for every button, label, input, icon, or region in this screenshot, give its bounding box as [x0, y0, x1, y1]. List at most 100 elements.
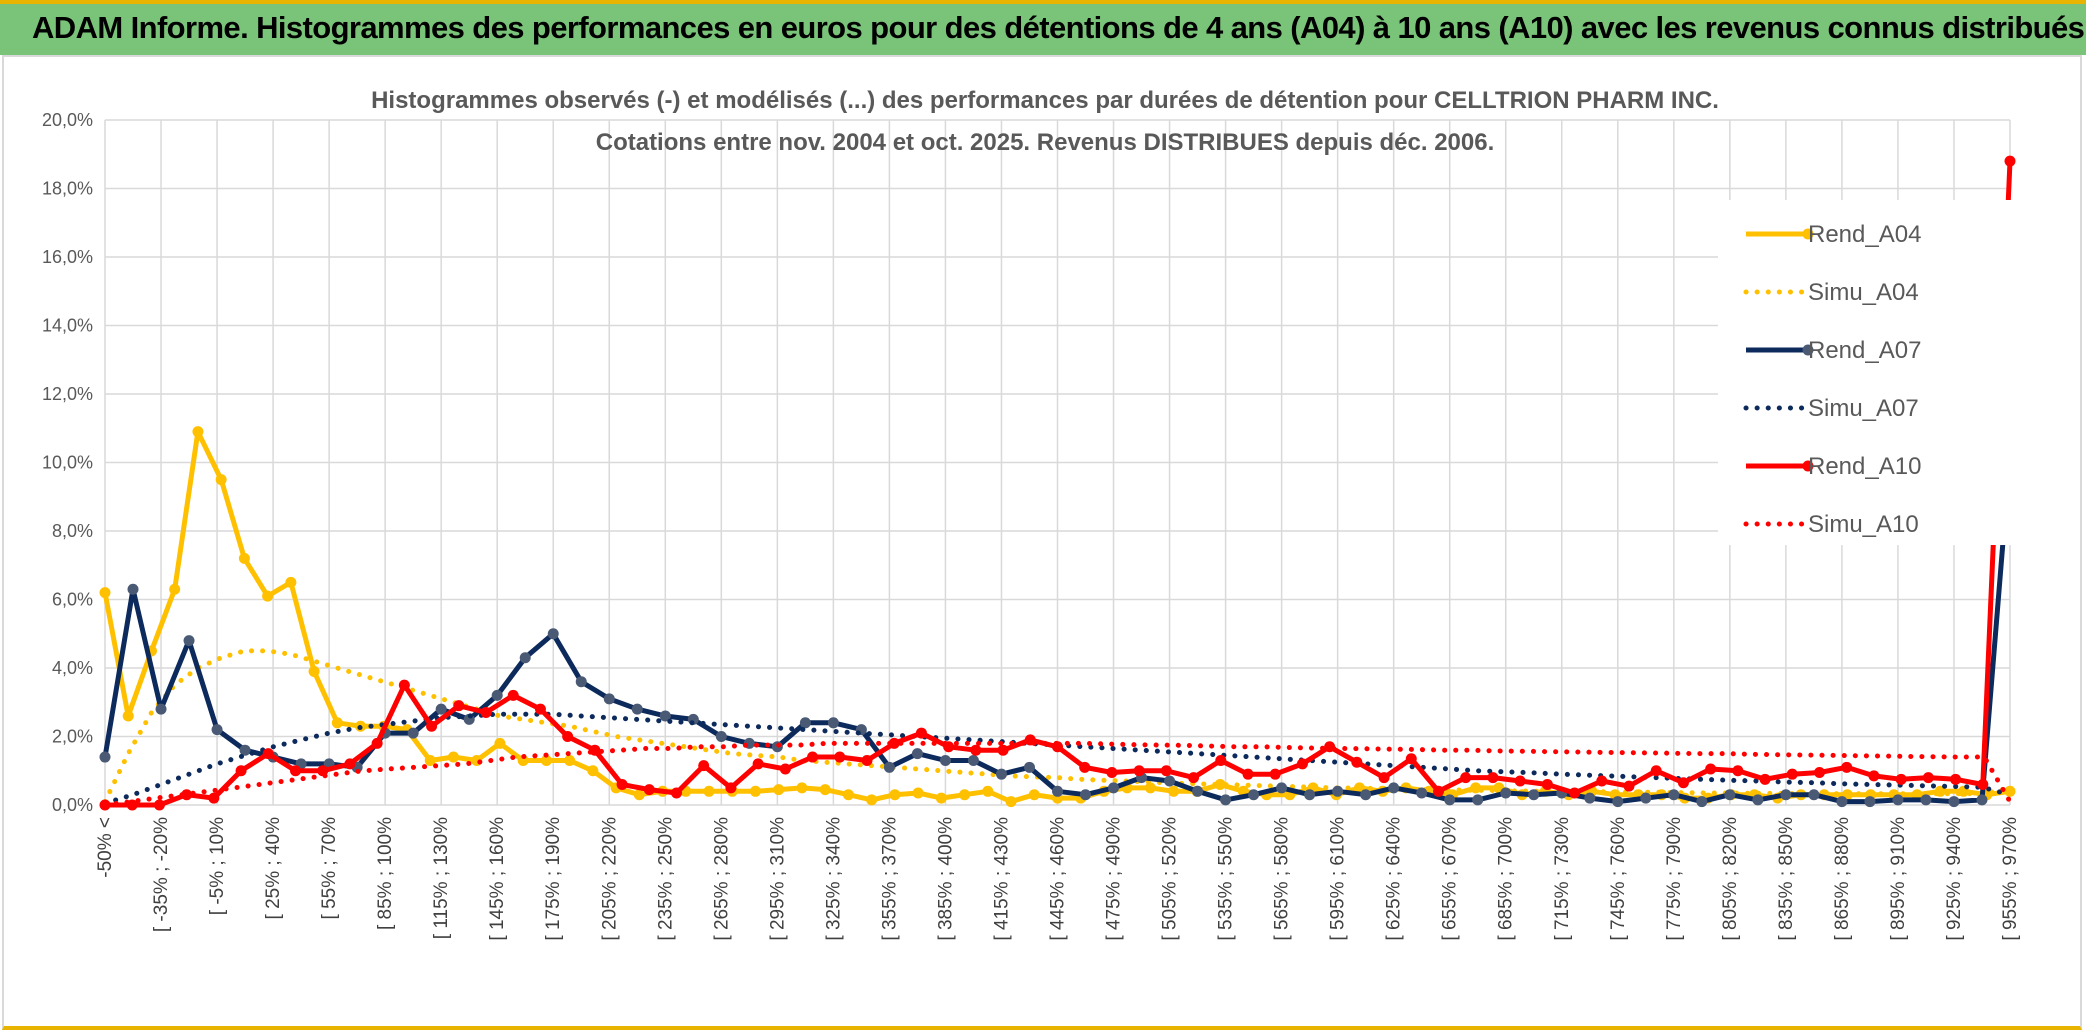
data-point	[507, 689, 519, 701]
y-tick-label: 6,0%	[52, 590, 93, 610]
data-point	[1922, 772, 1934, 784]
data-point	[915, 727, 927, 739]
data-point	[1976, 794, 1988, 806]
x-tick-label: [ 775% ; 790%	[1664, 817, 1685, 941]
series-lines	[99, 155, 2016, 811]
data-point	[997, 744, 1009, 756]
x-tick-label: [ 895% ; 910%	[1888, 817, 1909, 941]
data-point	[1732, 765, 1744, 777]
data-point	[208, 792, 220, 804]
x-tick-label: [ 25% ; 40%	[263, 817, 284, 920]
x-tick-label: [ 505% ; 520%	[1160, 817, 1181, 941]
data-point	[633, 789, 645, 801]
chart-title-line2: Cotations entre nov. 2004 et oct. 2025. …	[596, 129, 1495, 156]
x-tick-label: [ 55% ; 70%	[319, 817, 340, 920]
x-tick-label: [ 445% ; 460%	[1048, 817, 1069, 941]
x-tick-label: [ 265% ; 280%	[711, 817, 732, 941]
data-point	[1500, 787, 1512, 799]
data-point	[435, 703, 447, 715]
series-simu_a04	[102, 648, 2013, 805]
data-point	[1269, 768, 1281, 780]
data-point	[671, 787, 682, 799]
data-point	[424, 754, 436, 766]
legend-marker	[1802, 344, 1814, 356]
data-point	[1640, 792, 1652, 804]
data-point	[155, 703, 167, 715]
x-tick-label: [ 115% ; 130%	[431, 817, 452, 939]
data-point	[1133, 765, 1145, 777]
data-point	[1220, 794, 1232, 806]
data-point	[1005, 796, 1017, 808]
data-point	[1752, 794, 1764, 806]
data-point	[725, 782, 737, 794]
data-point	[1160, 765, 1172, 777]
data-point	[1164, 775, 1176, 787]
data-point	[1786, 768, 1798, 780]
data-point	[603, 693, 615, 705]
data-point	[1106, 766, 1118, 778]
data-point	[1668, 789, 1680, 801]
legend-marker	[1802, 228, 1814, 240]
data-point	[1724, 789, 1736, 801]
legend-label: Rend_A07	[1808, 337, 1921, 364]
data-point	[239, 744, 251, 756]
data-point	[519, 652, 531, 664]
data-point	[1444, 794, 1456, 806]
data-point	[1296, 758, 1308, 770]
data-point	[939, 754, 951, 766]
x-tick-label: [ 715% ; 730%	[1552, 817, 1573, 941]
x-tick-label: [ 175% ; 190%	[543, 817, 564, 941]
x-tick-label: [ 295% ; 310%	[767, 817, 788, 941]
data-point	[1950, 773, 1962, 785]
data-point	[1868, 770, 1880, 782]
data-point	[99, 751, 111, 763]
data-point	[773, 784, 785, 796]
series-simu_a10	[102, 740, 2013, 808]
data-point	[1472, 794, 1484, 806]
y-axis-ticks: 0,0% 2,0% 4,0% 6,0% 8,0% 10,0% 12,0% 14,0% 16,0%…	[42, 110, 93, 815]
data-point	[1460, 772, 1472, 784]
data-point	[2004, 155, 2016, 167]
data-point	[575, 676, 587, 688]
x-tick-label: [ 235% ; 250%	[655, 817, 676, 941]
data-point	[1304, 789, 1316, 801]
data-point	[883, 761, 895, 773]
x-tick-label: [ 595% ; 610%	[1328, 817, 1349, 941]
data-point	[1696, 796, 1708, 808]
data-point	[1541, 778, 1553, 790]
data-point	[1388, 782, 1400, 794]
data-point	[1188, 772, 1200, 784]
data-point	[398, 679, 410, 691]
data-point	[562, 731, 574, 742]
data-point	[1584, 792, 1596, 804]
data-point	[99, 587, 111, 599]
y-tick-label: 20,0%	[42, 110, 93, 130]
data-point	[1433, 785, 1444, 797]
data-point	[1808, 789, 1820, 801]
legend: Rend_A04 Simu_A04 Rend_A07 Simu_A07 Rend_A10…	[1718, 200, 2018, 545]
data-point	[547, 628, 559, 640]
legend-label: Rend_A04	[1808, 221, 1921, 248]
data-point	[995, 768, 1007, 780]
x-tick-label: [ 625% ; 640%	[1384, 817, 1405, 941]
legend-box	[1718, 200, 2018, 545]
chart-frame	[2, 55, 2082, 1030]
data-point	[1052, 785, 1063, 797]
y-tick-label: 18,0%	[42, 179, 93, 199]
data-point	[749, 785, 761, 797]
y-tick-label: 16,0%	[42, 247, 93, 267]
data-point	[344, 758, 356, 770]
data-point	[982, 785, 994, 797]
chart-title-line1: Histogrammes observés (-) et modélisés (…	[371, 87, 1719, 114]
data-point	[807, 751, 819, 763]
data-point	[1108, 782, 1120, 794]
data-point	[1948, 796, 1960, 808]
x-tick-label: [ 355% ; 370%	[879, 817, 900, 941]
series-rend_a07	[99, 450, 2016, 808]
data-point	[491, 689, 503, 701]
legend-label: Simu_A10	[1808, 511, 1919, 538]
legend-item-rend_a10: Rend_A10	[1746, 453, 1921, 480]
legend-item-simu_a04: Simu_A04	[1743, 279, 1919, 306]
data-point	[262, 590, 274, 602]
